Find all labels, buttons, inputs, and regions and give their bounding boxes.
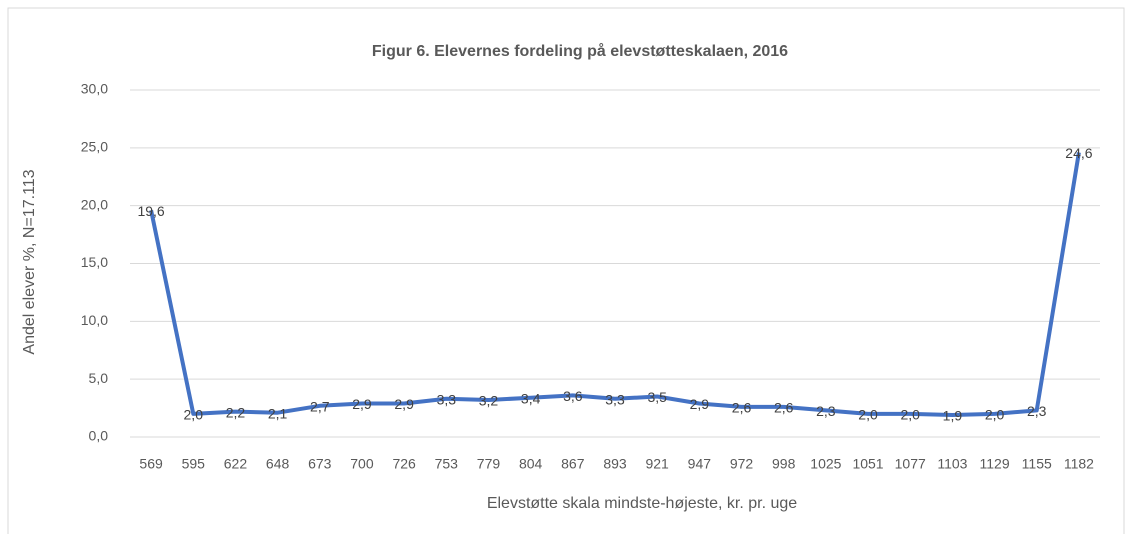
chart-frame <box>7 7 1125 534</box>
x-tick-label: 700 <box>350 456 374 472</box>
data-label: 2,0 <box>985 407 1005 423</box>
x-tick-label: 867 <box>561 456 585 472</box>
x-tick-label: 726 <box>392 456 416 472</box>
data-label: 2,7 <box>310 398 330 414</box>
data-label: 2,1 <box>268 405 288 421</box>
data-label: 3,3 <box>437 392 457 408</box>
x-tick-label: 673 <box>308 456 332 472</box>
chart-title: Figur 6. Elevernes fordeling på elevstøt… <box>372 42 788 60</box>
data-label: 2,3 <box>1027 403 1047 419</box>
x-tick-label: 1051 <box>852 456 883 472</box>
x-tick-label: 1129 <box>980 456 1010 472</box>
data-label: 3,5 <box>647 389 667 405</box>
y-tick-label: 25,0 <box>81 139 108 155</box>
data-label: 24,6 <box>1065 145 1092 161</box>
data-label: 2,3 <box>816 403 836 419</box>
x-tick-label: 648 <box>266 456 290 472</box>
data-label: 2,2 <box>226 404 246 420</box>
y-tick-label: 10,0 <box>81 312 108 328</box>
data-label: 2,9 <box>352 396 372 412</box>
data-label: 3,3 <box>605 392 625 408</box>
y-tick-label: 5,0 <box>89 370 109 386</box>
x-tick-label: 595 <box>182 456 206 472</box>
x-tick-label: 947 <box>688 456 712 472</box>
data-label: 2,0 <box>858 407 878 423</box>
data-label: 2,6 <box>732 400 752 416</box>
x-tick-label: 1077 <box>895 456 926 472</box>
y-tick-label: 15,0 <box>81 254 108 270</box>
x-tick-label: 893 <box>603 456 627 472</box>
data-line <box>149 152 1081 417</box>
x-tick-label: 1182 <box>1064 456 1094 472</box>
y-tick-label: 0,0 <box>89 428 109 444</box>
data-label: 1,9 <box>943 408 963 424</box>
x-tick-label: 921 <box>645 456 669 472</box>
x-tick-label: 1103 <box>937 456 967 472</box>
x-tick-label: 1155 <box>1022 456 1052 472</box>
data-label: 3,6 <box>563 388 583 404</box>
x-tick-label: 998 <box>772 456 796 472</box>
x-axis-title: Elevstøtte skala mindste-højeste, kr. pr… <box>487 495 797 512</box>
data-label: 2,6 <box>774 400 794 416</box>
data-label: 19,6 <box>137 203 164 219</box>
data-label: 2,9 <box>690 396 710 412</box>
y-tick-label: 30,0 <box>81 81 108 97</box>
data-label: 3,2 <box>479 393 499 409</box>
x-tick-label: 622 <box>224 456 248 472</box>
data-label: 2,9 <box>394 396 414 412</box>
x-tick-label: 753 <box>435 456 459 472</box>
data-label: 2,0 <box>900 407 920 423</box>
x-tick-label: 972 <box>730 456 754 472</box>
y-axis-title: Andel elever %, N=17.113 <box>21 169 38 354</box>
data-label: 2,0 <box>184 407 204 423</box>
x-tick-label: 804 <box>519 456 543 472</box>
x-tick-label: 569 <box>139 456 163 472</box>
y-tick-label: 20,0 <box>81 196 108 212</box>
x-tick-label: 1025 <box>810 456 841 472</box>
data-label: 3,4 <box>521 390 541 406</box>
x-tick-label: 779 <box>477 456 501 472</box>
